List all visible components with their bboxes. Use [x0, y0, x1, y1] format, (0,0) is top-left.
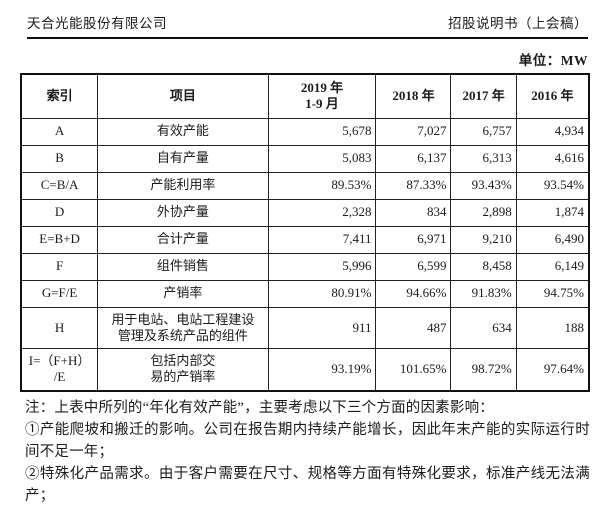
cell-value: 98.72% — [450, 348, 517, 391]
cell-item: 自有产量 — [97, 144, 269, 173]
unit-label: 单位：MW — [518, 53, 588, 68]
cell-value: 5,083 — [267, 144, 377, 173]
cell-value: 6,137 — [375, 144, 452, 173]
cell-value: 7,027 — [375, 117, 452, 146]
col-header-item: 项目 — [97, 73, 269, 119]
table-row-c: C=B/A 产能利用率 89.53% 87.33% 93.43% 93.54% — [20, 171, 590, 200]
cell-value: 6,757 — [450, 117, 517, 146]
table-row-e: E=B+D 合计产量 7,411 6,971 9,210 6,490 — [20, 225, 590, 254]
note-item-1: ①产能爬坡和搬迁的影响。公司在报告期内持续产能增长，因此年末产能的实际运行时间不… — [25, 421, 590, 460]
cell-value: 94.75% — [515, 279, 590, 308]
cell-index: C=B/A — [20, 171, 99, 200]
cell-value: 5,996 — [267, 252, 377, 281]
document-type: 招股说明书（上会稿） — [448, 16, 588, 31]
table-row-h: H 用于电站、电站工程建设 管理及系统产品的组件 911 487 634 188 — [20, 306, 590, 349]
table-notes: 注：上表中所列的“年化有效产能”，主要考虑以下三个方面的因素影响： ①产能爬坡和… — [25, 397, 590, 508]
cell-index: E=B+D — [20, 225, 99, 254]
table-row-g: G=F/E 产销率 80.91% 94.66% 91.83% 94.75% — [20, 279, 590, 308]
cell-value: 6,599 — [375, 252, 452, 281]
table-row-i: I=（F+H） /E 包括内部交 易的产销率 93.19% 101.65% 98… — [20, 348, 590, 391]
cell-value: 93.19% — [267, 348, 377, 391]
cell-item: 合计产量 — [97, 225, 269, 254]
cell-index: D — [20, 198, 99, 227]
capacity-utilization-table: 索引 项目 2019 年 1-9 月 2018 年 2017 年 2016 年 … — [20, 73, 590, 392]
table-row-f: F 组件销售 5,996 6,599 8,458 6,149 — [20, 252, 590, 281]
cell-value: 7,411 — [267, 225, 377, 254]
cell-item: 包括内部交 易的产销率 — [97, 348, 269, 391]
cell-value: 87.33% — [375, 171, 452, 200]
cell-index: A — [20, 117, 99, 146]
cell-value: 834 — [375, 198, 452, 227]
cell-value: 80.91% — [267, 279, 377, 308]
table-row-a: A 有效产能 5,678 7,027 6,757 4,934 — [20, 117, 590, 146]
col-header-2016: 2016 年 — [515, 73, 590, 119]
cell-index: B — [20, 144, 99, 173]
cell-value: 5,678 — [267, 117, 377, 146]
cell-value: 93.54% — [515, 171, 590, 200]
cell-value: 6,971 — [375, 225, 452, 254]
cell-value: 487 — [375, 306, 452, 349]
col-header-2017: 2017 年 — [450, 73, 517, 119]
col-header-2018: 2018 年 — [375, 73, 452, 119]
cell-value: 2,328 — [267, 198, 377, 227]
cell-value: 101.65% — [375, 348, 452, 391]
cell-item: 外协产量 — [97, 198, 269, 227]
table-row-b: B 自有产量 5,083 6,137 6,313 4,616 — [20, 144, 590, 173]
cell-value: 634 — [450, 306, 517, 349]
cell-value: 6,149 — [515, 252, 590, 281]
company-name: 天合光能股份有限公司 — [27, 16, 167, 31]
cell-item: 有效产能 — [97, 117, 269, 146]
cell-value: 89.53% — [267, 171, 377, 200]
cell-value: 94.66% — [375, 279, 452, 308]
cell-value: 1,874 — [515, 198, 590, 227]
cell-value: 93.43% — [450, 171, 517, 200]
note-item-2: ②特殊化产品需求。由于客户需要在尺寸、规格等方面有特殊化要求，标准产线无法满产； — [25, 465, 590, 504]
table-header-row: 索引 项目 2019 年 1-9 月 2018 年 2017 年 2016 年 — [20, 73, 590, 119]
cell-value: 6,313 — [450, 144, 517, 173]
cell-item: 产能利用率 — [97, 171, 269, 200]
cell-item: 产销率 — [97, 279, 269, 308]
cell-index: G=F/E — [20, 279, 99, 308]
cell-value: 91.83% — [450, 279, 517, 308]
cell-item: 组件销售 — [97, 252, 269, 281]
cell-item: 用于电站、电站工程建设 管理及系统产品的组件 — [97, 306, 269, 349]
table-row-d: D 外协产量 2,328 834 2,898 1,874 — [20, 198, 590, 227]
cell-value: 8,458 — [450, 252, 517, 281]
cell-value: 9,210 — [450, 225, 517, 254]
cell-value: 2,898 — [450, 198, 517, 227]
cell-value: 911 — [267, 306, 377, 349]
document-header: 天合光能股份有限公司 招股说明书（上会稿） — [27, 12, 588, 39]
cell-index: F — [20, 252, 99, 281]
cell-value: 97.64% — [515, 348, 590, 391]
note-intro: 注：上表中所列的“年化有效产能”，主要考虑以下三个方面的因素影响： — [25, 399, 494, 416]
cell-index: I=（F+H） /E — [20, 348, 99, 391]
cell-value: 188 — [515, 306, 590, 349]
cell-index: H — [20, 306, 99, 349]
cell-value: 4,934 — [515, 117, 590, 146]
cell-value: 6,490 — [515, 225, 590, 254]
col-header-2019: 2019 年 1-9 月 — [267, 73, 377, 119]
col-header-index: 索引 — [20, 73, 99, 119]
cell-value: 4,616 — [515, 144, 590, 173]
